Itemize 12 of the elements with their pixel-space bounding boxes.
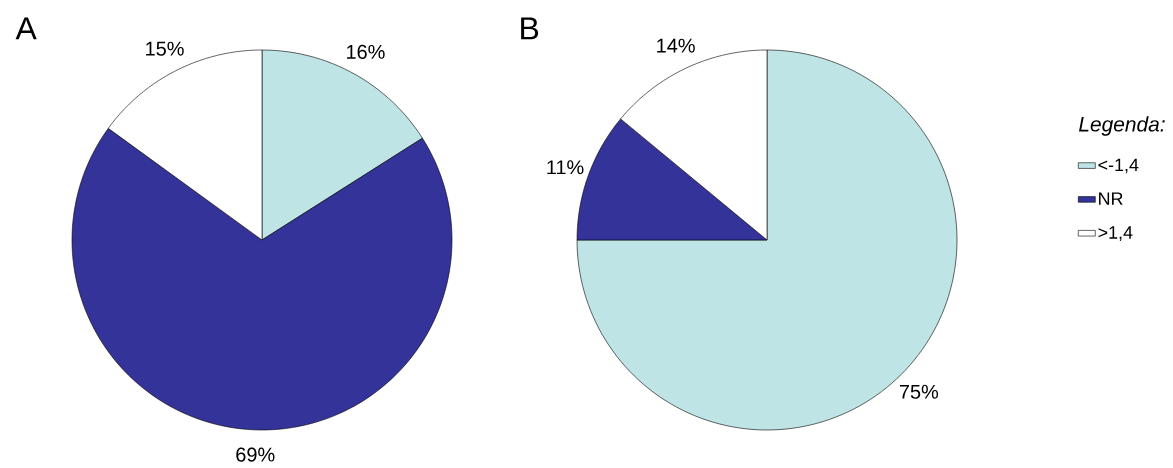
data-label: 11% — [547, 160, 584, 175]
data-label: 15% — [146, 41, 184, 56]
chart-title: B — [521, 17, 539, 40]
data-label: 69% — [236, 447, 275, 462]
legend-title: Legenda: — [1078, 116, 1165, 136]
data-label: 14% — [657, 38, 695, 53]
legend-label: >1,4 — [1098, 226, 1133, 241]
chart-title: A — [15, 17, 37, 40]
legend-label: NR — [1099, 192, 1123, 205]
data-label: 16% — [347, 44, 385, 59]
data-label: 75% — [899, 384, 939, 399]
legend-label: <-1,4 — [1098, 158, 1139, 174]
